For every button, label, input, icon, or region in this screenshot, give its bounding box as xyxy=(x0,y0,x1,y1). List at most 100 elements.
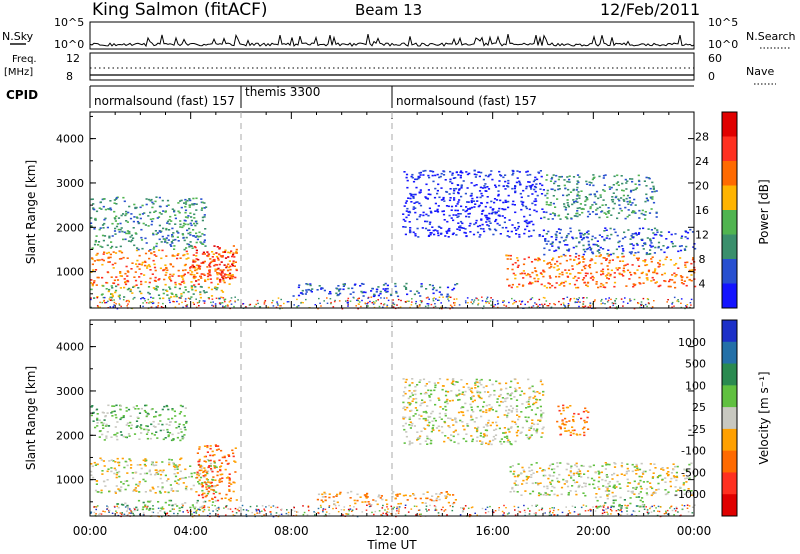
power-ytick-label: 3000 xyxy=(56,177,84,190)
nsearch-label: N.Search xyxy=(746,30,796,43)
power-panel: 1000 2000 3000 4000 Slant Range [km] 4 8 12 16… xyxy=(24,111,771,310)
power-echo-layer xyxy=(90,169,697,310)
velocity-echo-layer xyxy=(90,378,696,518)
power-colorbar-band xyxy=(722,210,737,235)
velocity-colorbar-band xyxy=(722,363,737,386)
power-ytick-label: 4000 xyxy=(56,133,84,146)
power-echo-region xyxy=(543,174,658,220)
nsky-tick-top: 10^5 xyxy=(54,16,84,29)
velocity-panel: 1000 2000 3000 4000 Slant Range [km] 1000 50… xyxy=(24,319,771,552)
power-colorbar-band xyxy=(722,112,737,137)
power-colorbar-tick: 20 xyxy=(695,180,709,193)
x-tick-label: 20:00 xyxy=(576,524,611,538)
date-label: 12/Feb/2011 xyxy=(600,0,700,19)
cpid-segment-1: normalsound (fast) 157 xyxy=(94,94,235,108)
velocity-colorbar-band xyxy=(722,385,737,408)
velocity-colorbar-label: Velocity [m s⁻¹] xyxy=(757,371,771,464)
power-echo-region xyxy=(90,249,238,287)
freq-panel: Freq. [MHz] 12 8 60 0 Nave xyxy=(4,52,776,85)
x-axis-label: Time UT xyxy=(366,538,417,552)
power-echo-region xyxy=(292,282,459,298)
nsky-label: N.Sky xyxy=(2,30,34,43)
power-colorbar-band xyxy=(722,283,737,309)
cpid-segment-2: themis 3300 xyxy=(245,85,320,99)
power-colorbar-band xyxy=(722,234,737,260)
velocity-echo-region xyxy=(316,490,457,506)
freq-tick-bottom: 8 xyxy=(66,70,73,83)
cpid-panel: CPID normalsound (fast) 157 themis 3300 … xyxy=(6,85,694,108)
velocity-colorbar-band xyxy=(722,320,737,343)
power-echo-region xyxy=(191,245,238,282)
power-echo-region xyxy=(505,254,697,289)
power-echo-region xyxy=(402,169,545,238)
x-tick-label: 08:00 xyxy=(274,524,309,538)
velocity-colorbar-band xyxy=(722,472,737,495)
velocity-echo-region xyxy=(196,444,238,502)
power-colorbar-band xyxy=(722,259,737,284)
power-colorbar-label: Power [dB] xyxy=(757,179,771,244)
velocity-echo-region xyxy=(90,457,218,495)
velocity-echo-region xyxy=(116,499,217,512)
nsearch-tick-top: 10^5 xyxy=(708,16,738,29)
velocity-near-range-noise xyxy=(90,504,696,518)
power-colorbar-band xyxy=(722,161,737,186)
velocity-colorbar-frame xyxy=(721,319,738,517)
cpid-segment-3: normalsound (fast) 157 xyxy=(396,94,537,108)
velocity-ylabel: Slant Range [km] xyxy=(24,366,38,470)
nsky-tick-bottom: 10^0 xyxy=(54,38,84,51)
nave-tick-top: 60 xyxy=(708,52,722,65)
nave-tick-bottom: 0 xyxy=(708,70,715,83)
power-ytick-label: 2000 xyxy=(56,221,84,234)
velocity-colorbar-tick: 100 xyxy=(685,379,706,392)
velocity-echo-region xyxy=(90,404,188,442)
power-ylabel: Slant Range [km] xyxy=(24,160,38,264)
velocity-colorbar-band xyxy=(722,407,737,430)
power-colorbar-frame xyxy=(721,111,738,309)
freq-label: Freq. xyxy=(12,54,37,65)
power-colorbar-band xyxy=(722,185,737,211)
velocity-ytick-label: 4000 xyxy=(56,341,84,354)
velocity-colorbar-band xyxy=(722,450,737,473)
power-colorbar-tick: 4 xyxy=(699,278,706,291)
power-colorbar-tick: 16 xyxy=(695,204,709,217)
freq-unit: [MHz] xyxy=(4,67,33,78)
velocity-colorbar-band xyxy=(722,428,737,452)
plot-title: King Salmon (fitACF) xyxy=(92,0,268,20)
velocity-colorbar-band xyxy=(722,494,737,517)
velocity-ytick-label: 2000 xyxy=(56,429,84,442)
velocity-colorbar-tick: -1000 xyxy=(674,488,706,501)
nave-label: Nave xyxy=(746,65,774,78)
velocity-colorbar-tick: -25 xyxy=(688,423,706,436)
beam-label: Beam 13 xyxy=(355,1,422,19)
power-colorbar-tick: 8 xyxy=(699,253,706,266)
power-colorbar-tick: 12 xyxy=(695,229,709,242)
x-tick-label: 16:00 xyxy=(475,524,510,538)
velocity-colorbar-tick: 25 xyxy=(692,401,706,414)
velocity-colorbar-tick: -100 xyxy=(681,445,706,458)
velocity-colorbar-tick: 1000 xyxy=(678,336,706,349)
velocity-ytick-label: 3000 xyxy=(56,385,84,398)
velocity-colorbar-tick: 500 xyxy=(685,358,706,371)
cpid-label: CPID xyxy=(6,88,38,102)
velocity-echo-region xyxy=(594,495,646,510)
power-colorbar-tick: 24 xyxy=(695,155,709,168)
power-colorbar-band xyxy=(722,136,737,162)
nsky-trace xyxy=(89,33,695,48)
x-tick-label: 00:00 xyxy=(677,524,712,538)
power-echo-region xyxy=(90,285,225,300)
power-echo-region xyxy=(90,196,208,251)
power-echo-region xyxy=(543,227,697,256)
velocity-colorbar-tick: -500 xyxy=(681,466,706,479)
velocity-colorbar-band xyxy=(722,341,737,365)
power-colorbar-tick: 28 xyxy=(695,131,709,144)
velocity-echo-region xyxy=(556,404,590,437)
nsky-panel: N.Sky 10^5 10^0 10^5 10^0 N.Search xyxy=(2,16,796,51)
x-tick-label: 00:00 xyxy=(73,524,108,538)
freq-tick-top: 12 xyxy=(66,52,80,65)
velocity-echo-region xyxy=(402,378,545,446)
velocity-ytick-label: 1000 xyxy=(56,474,84,487)
power-near-range-noise xyxy=(90,296,693,310)
power-ytick-label: 1000 xyxy=(56,266,84,279)
nsearch-tick-bottom: 10^0 xyxy=(708,38,738,51)
